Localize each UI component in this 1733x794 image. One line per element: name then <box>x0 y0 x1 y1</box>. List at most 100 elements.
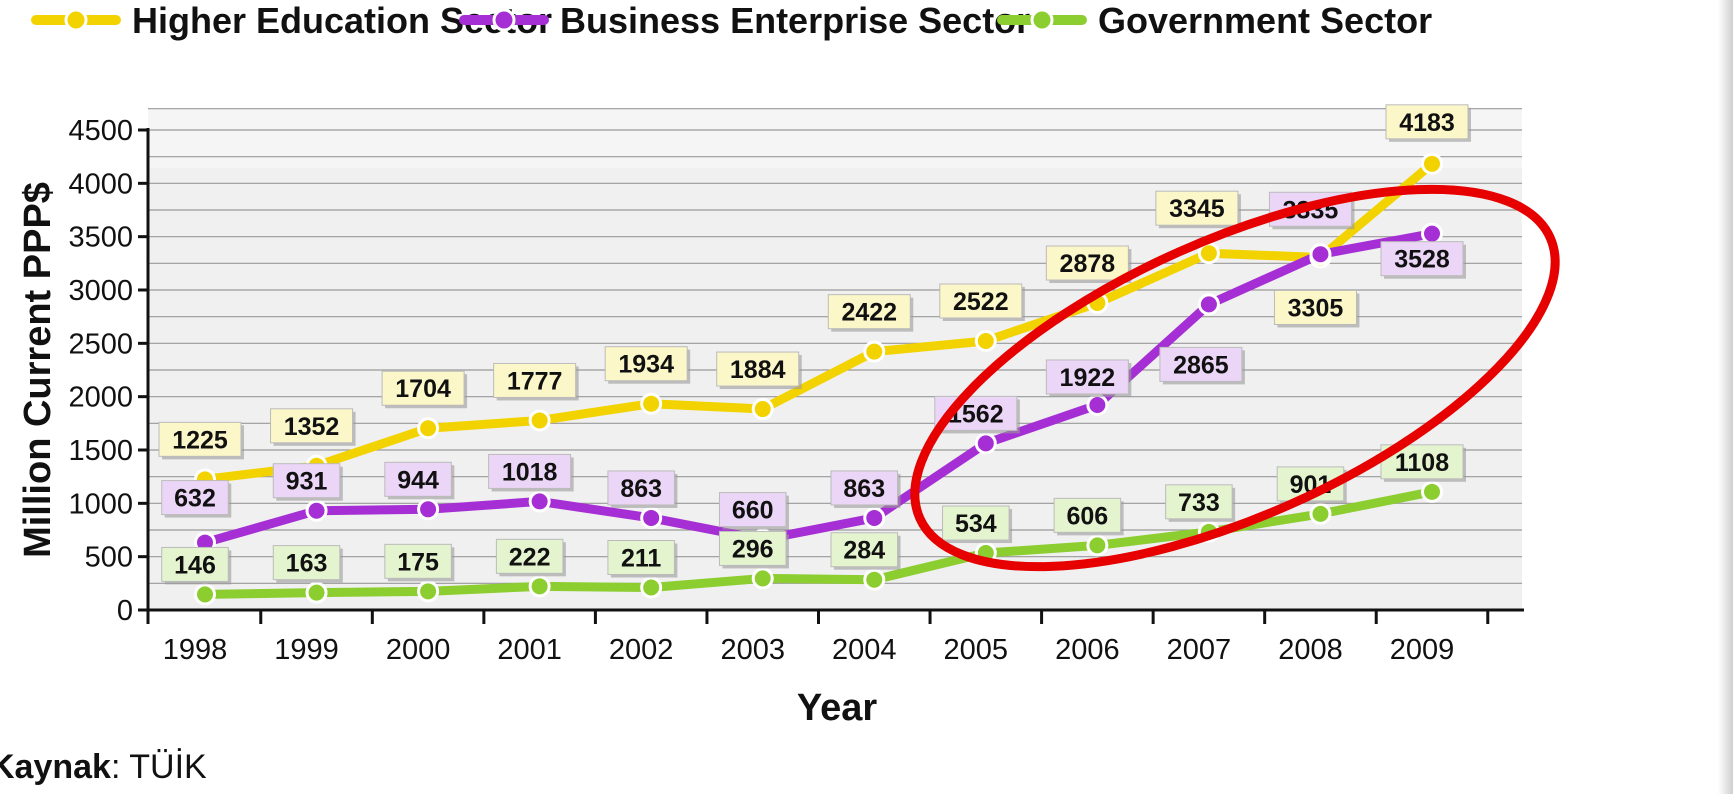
data-label: 534 <box>942 505 1013 544</box>
legend-swatch-marker <box>492 8 516 32</box>
data-point <box>751 567 774 590</box>
svg-text:2865: 2865 <box>1173 351 1229 379</box>
legend-label: Business Enterprise Sector <box>560 0 1030 41</box>
svg-text:146: 146 <box>174 551 216 579</box>
data-label: 2422 <box>827 294 914 332</box>
data-labels: 1225 1352 1704 1777 1934 1884 2422 2522 2878 3345… <box>158 104 1471 585</box>
data-label: 175 <box>384 543 455 582</box>
data-label: 4183 <box>1385 104 1471 142</box>
data-point <box>528 490 551 513</box>
source-text: : TÜİK <box>111 748 207 786</box>
legend-item: Business Enterprise Sector <box>459 0 1030 41</box>
data-label: 1225 <box>158 421 244 460</box>
legend-swatch-marker <box>64 8 88 32</box>
data-label: 163 <box>272 545 343 583</box>
data-point <box>863 340 886 363</box>
svg-text:1704: 1704 <box>395 375 451 403</box>
svg-text:1225: 1225 <box>172 426 228 454</box>
svg-text:733: 733 <box>1178 489 1220 517</box>
data-label: 1922 <box>1045 359 1132 397</box>
data-label: 3528 <box>1380 241 1466 279</box>
svg-text:863: 863 <box>620 475 662 503</box>
x-axis-title: Year <box>797 687 878 729</box>
svg-text:1018: 1018 <box>502 458 558 486</box>
data-point <box>863 568 886 591</box>
data-label: 863 <box>607 470 678 508</box>
svg-text:3528: 3528 <box>1394 246 1450 274</box>
source-note: Kaynak: TÜİK <box>0 748 207 786</box>
data-label: 944 <box>384 461 455 500</box>
data-label: 3305 <box>1273 289 1360 328</box>
svg-text:632: 632 <box>174 485 216 513</box>
svg-text:2878: 2878 <box>1060 250 1116 278</box>
x-tick-label: 2002 <box>609 634 674 666</box>
y-tick-label: 1500 <box>68 435 133 467</box>
data-point <box>1086 393 1109 416</box>
x-tick-label: 1998 <box>163 634 228 666</box>
x-tick-label: 2005 <box>944 634 1009 666</box>
data-point <box>863 506 886 529</box>
svg-text:1108: 1108 <box>1395 449 1449 477</box>
data-label: 1884 <box>716 351 802 390</box>
data-label: 146 <box>161 546 232 585</box>
data-label: 2878 <box>1045 245 1132 284</box>
svg-text:660: 660 <box>732 497 774 525</box>
data-point <box>974 329 997 352</box>
data-point <box>528 409 551 432</box>
x-axis-ticks: 1998 1999 2000 2001 2002 2003 2004 2005 2006 2007… <box>146 610 1490 666</box>
legend: Higher Education Sector Business Enterpri… <box>31 0 1432 41</box>
x-tick-label: 2001 <box>497 634 562 666</box>
source-prefix: Kaynak <box>0 748 111 786</box>
data-point <box>305 499 328 522</box>
page-edge-shadow <box>1718 0 1733 794</box>
data-label: 1934 <box>604 346 691 384</box>
plot-highlight <box>148 108 1522 168</box>
legend-swatch-marker <box>1030 8 1054 32</box>
data-label: 1352 <box>270 408 356 446</box>
data-label: 2865 <box>1159 346 1245 385</box>
annotation-layer <box>910 184 1560 572</box>
y-tick-label: 500 <box>85 542 133 574</box>
highlight-ellipse <box>910 184 1560 572</box>
y-tick-label: 4500 <box>68 115 133 147</box>
x-tick-label: 1999 <box>274 634 339 666</box>
y-tick-label: 4000 <box>68 168 133 200</box>
data-point <box>417 417 440 440</box>
data-point <box>640 506 663 529</box>
legend-item: Government Sector <box>997 0 1432 41</box>
data-point <box>1421 222 1443 245</box>
data-label: 606 <box>1053 497 1124 536</box>
data-point <box>751 398 774 421</box>
data-label: 660 <box>718 492 789 530</box>
svg-text:211: 211 <box>621 544 661 572</box>
series-line-0 <box>200 159 1437 484</box>
data-label: 211 <box>607 539 678 578</box>
legend-label: Government Sector <box>1098 0 1432 41</box>
data-label: 632 <box>161 480 232 518</box>
x-tick-label: 2006 <box>1055 634 1120 666</box>
data-label: 1704 <box>381 370 468 409</box>
svg-text:2522: 2522 <box>953 288 1009 316</box>
data-point <box>1309 243 1332 266</box>
x-tick-label: 2004 <box>832 634 897 666</box>
y-tick-label: 2000 <box>68 382 133 414</box>
data-point <box>640 392 663 415</box>
svg-text:944: 944 <box>397 466 439 494</box>
y-tick-label: 1000 <box>68 488 133 520</box>
y-axis-ticks: 0 500 1000 1500 2000 2500 3000 3500 4000 4500 <box>68 115 148 627</box>
data-point <box>528 575 551 598</box>
svg-text:1884: 1884 <box>730 356 786 384</box>
data-label: 863 <box>830 470 901 508</box>
data-point <box>417 580 440 603</box>
y-tick-label: 0 <box>117 595 133 627</box>
axes <box>146 128 1524 612</box>
data-label: 3345 <box>1155 190 1241 229</box>
data-label: 222 <box>495 538 566 577</box>
svg-text:534: 534 <box>955 510 997 538</box>
svg-text:175: 175 <box>397 548 439 576</box>
data-point <box>305 581 328 604</box>
data-point <box>1086 534 1109 557</box>
svg-text:1934: 1934 <box>618 351 674 379</box>
